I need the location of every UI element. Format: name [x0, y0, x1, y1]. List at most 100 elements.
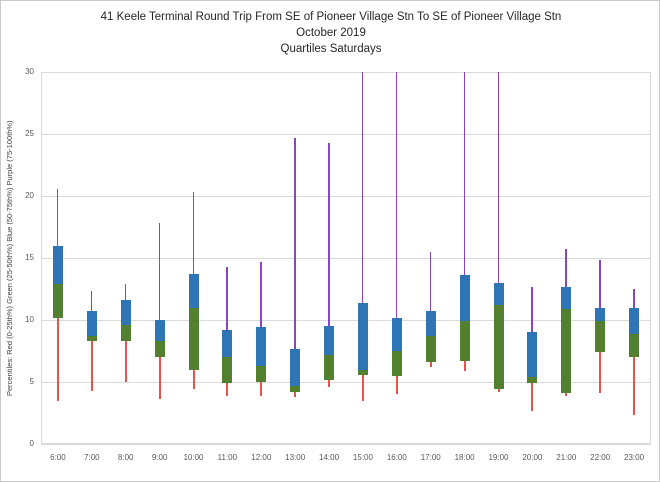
whisker-high-purple	[124, 284, 127, 301]
whisker-low-red	[531, 383, 534, 411]
whisker-low-red	[158, 357, 161, 400]
gridline	[41, 72, 651, 73]
y-tick-label: 20	[25, 191, 34, 200]
box-blue-50-75	[86, 311, 97, 337]
whisker-low-red	[192, 369, 195, 390]
x-tick-label: 12:00	[251, 453, 272, 462]
whisker-low-red	[294, 391, 297, 397]
y-tick-label: 5	[29, 377, 34, 386]
x-tick-label: 9:00	[151, 453, 168, 462]
box-green-25-50	[222, 357, 233, 384]
box-blue-50-75	[324, 326, 335, 355]
x-tick-label: 17:00	[420, 453, 441, 462]
box-green-25-50	[86, 336, 97, 342]
box-blue-50-75	[290, 348, 301, 386]
x-tick-label: 23:00	[624, 453, 645, 462]
x-tick-label: 11:00	[217, 453, 238, 462]
box-blue-50-75	[527, 332, 538, 378]
whisker-high-purple	[328, 142, 330, 327]
box-green-25-50	[290, 385, 301, 392]
x-tick-label: 18:00	[454, 453, 475, 462]
x-tick-label: 14:00	[319, 453, 340, 462]
y-tick-label: 15	[25, 253, 34, 262]
box-blue-50-75	[256, 327, 267, 366]
x-tick-label: 21:00	[556, 453, 577, 462]
box-green-25-50	[357, 369, 368, 375]
box-green-25-50	[459, 321, 470, 361]
box-blue-50-75	[52, 245, 63, 285]
box-green-25-50	[120, 324, 131, 342]
box-green-25-50	[52, 284, 63, 318]
whisker-low-red	[56, 317, 59, 401]
y-tick-label: 0	[29, 439, 34, 448]
chart-title-line2: October 2019	[296, 27, 366, 39]
whisker-high-purple	[90, 291, 93, 312]
whisker-low-red	[565, 393, 568, 396]
box-blue-50-75	[391, 317, 402, 351]
y-tick-label: 30	[25, 67, 34, 76]
gridline	[41, 134, 651, 135]
x-tick-label: 8:00	[117, 453, 134, 462]
whisker-low-red	[497, 389, 500, 392]
whisker-high-purple	[565, 249, 567, 287]
box-blue-50-75	[629, 307, 640, 334]
box-blue-50-75	[561, 286, 572, 309]
whisker-low-red	[463, 360, 466, 371]
whisker-high-purple	[599, 260, 601, 308]
x-tick-label: 16:00	[386, 453, 407, 462]
whisker-high-purple	[260, 261, 262, 328]
y-tick-label: 10	[25, 315, 34, 324]
whisker-high-purple	[531, 286, 533, 333]
box-blue-50-75	[188, 274, 199, 308]
gridline	[41, 320, 651, 321]
box-green-25-50	[561, 308, 572, 394]
whisker-high-purple	[463, 72, 466, 276]
x-tick-label: 15:00	[352, 453, 373, 462]
whisker-low-red	[599, 352, 602, 394]
x-tick-label: 6:00	[50, 453, 66, 462]
box-green-25-50	[324, 354, 335, 380]
box-green-25-50	[629, 333, 640, 358]
whisker-high-purple	[633, 289, 635, 308]
box-blue-50-75	[154, 320, 165, 342]
box-green-25-50	[391, 351, 402, 376]
gridline	[41, 258, 651, 259]
whisker-low-red	[260, 382, 263, 396]
whisker-high-purple	[429, 251, 432, 312]
box-green-25-50	[595, 321, 606, 353]
x-tick-label: 13:00	[285, 453, 306, 462]
whisker-low-red	[124, 341, 127, 382]
box-green-25-50	[188, 307, 199, 370]
whisker-low-red	[328, 379, 331, 387]
whisker-high-purple	[158, 223, 161, 320]
box-green-25-50	[493, 305, 504, 390]
y-tick-label: 25	[25, 129, 34, 138]
whisker-low-red	[226, 383, 229, 396]
chart-title-line1: 41 Keele Terminal Round Trip From SE of …	[100, 11, 562, 23]
box-blue-50-75	[595, 307, 606, 322]
whisker-high-purple	[56, 188, 59, 246]
gridline	[41, 444, 651, 445]
x-tick-label: 20:00	[522, 453, 543, 462]
box-blue-50-75	[459, 275, 470, 322]
box-blue-50-75	[222, 329, 233, 358]
whisker-low-red	[429, 362, 432, 368]
whisker-high-purple	[294, 137, 296, 349]
x-tick-label: 19:00	[488, 453, 509, 462]
whisker-high-purple	[497, 72, 499, 283]
box-blue-50-75	[357, 302, 368, 370]
box-green-25-50	[256, 365, 267, 382]
chart-title-block: 41 Keele Terminal Round Trip From SE of …	[1, 9, 659, 57]
whisker-high-purple	[192, 192, 194, 275]
gridline	[41, 196, 651, 197]
whisker-low-red	[633, 357, 636, 416]
box-blue-50-75	[120, 300, 131, 325]
whisker-low-red	[395, 375, 398, 395]
x-tick-label: 7:00	[84, 453, 100, 462]
box-blue-50-75	[425, 311, 436, 337]
box-blue-50-75	[493, 282, 504, 306]
box-green-25-50	[527, 377, 538, 384]
whisker-low-red	[90, 341, 93, 391]
chart-title-line3: Quartiles Saturdays	[280, 43, 382, 55]
